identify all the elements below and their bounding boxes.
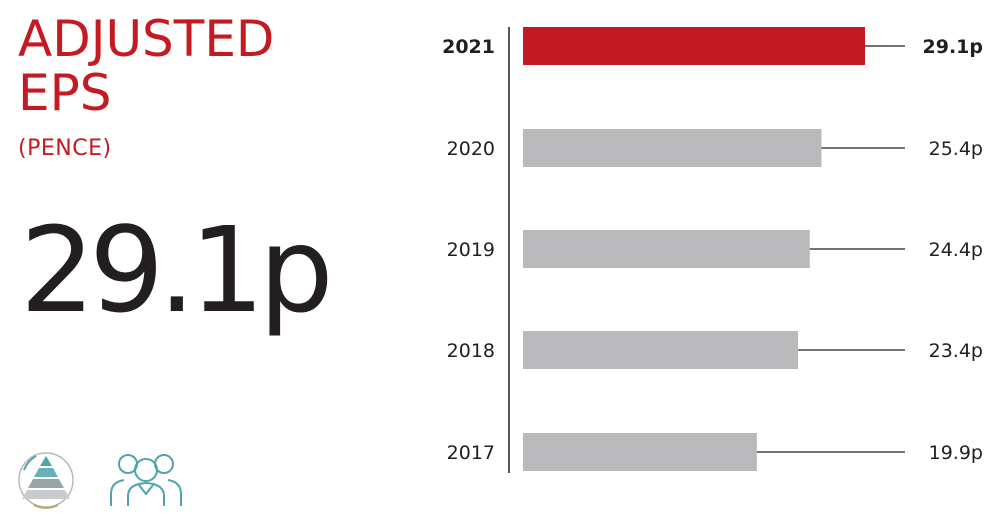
value-label-2020: 25.4p xyxy=(929,138,983,160)
value-label-2019: 24.4p xyxy=(929,239,983,261)
icons-row xyxy=(18,452,182,509)
chart-title: ADJUSTED EPS xyxy=(18,12,274,120)
title-line-2: EPS xyxy=(18,64,112,122)
pyramid-cycle-icon xyxy=(18,452,74,509)
value-label-2018: 23.4p xyxy=(929,340,983,362)
bar-2017 xyxy=(523,433,757,471)
category-label-2021: 2021 xyxy=(442,36,495,58)
title-line-1: ADJUSTED xyxy=(18,10,275,68)
category-label-2017: 2017 xyxy=(447,442,495,464)
value-label-2017: 19.9p xyxy=(929,442,983,464)
people-group-icon xyxy=(110,454,182,506)
value-label-2021: 29.1p xyxy=(923,36,983,58)
bar-2019 xyxy=(523,230,810,268)
category-label-2019: 2019 xyxy=(447,239,495,261)
bar-2018 xyxy=(523,331,799,369)
category-label-2018: 2018 xyxy=(447,340,495,362)
chart-subtitle: (PENCE) xyxy=(18,136,112,161)
bar-2020 xyxy=(523,129,822,167)
headline-value: 29.1p xyxy=(20,201,334,339)
bar-2021 xyxy=(523,27,865,65)
category-label-2020: 2020 xyxy=(447,138,495,160)
